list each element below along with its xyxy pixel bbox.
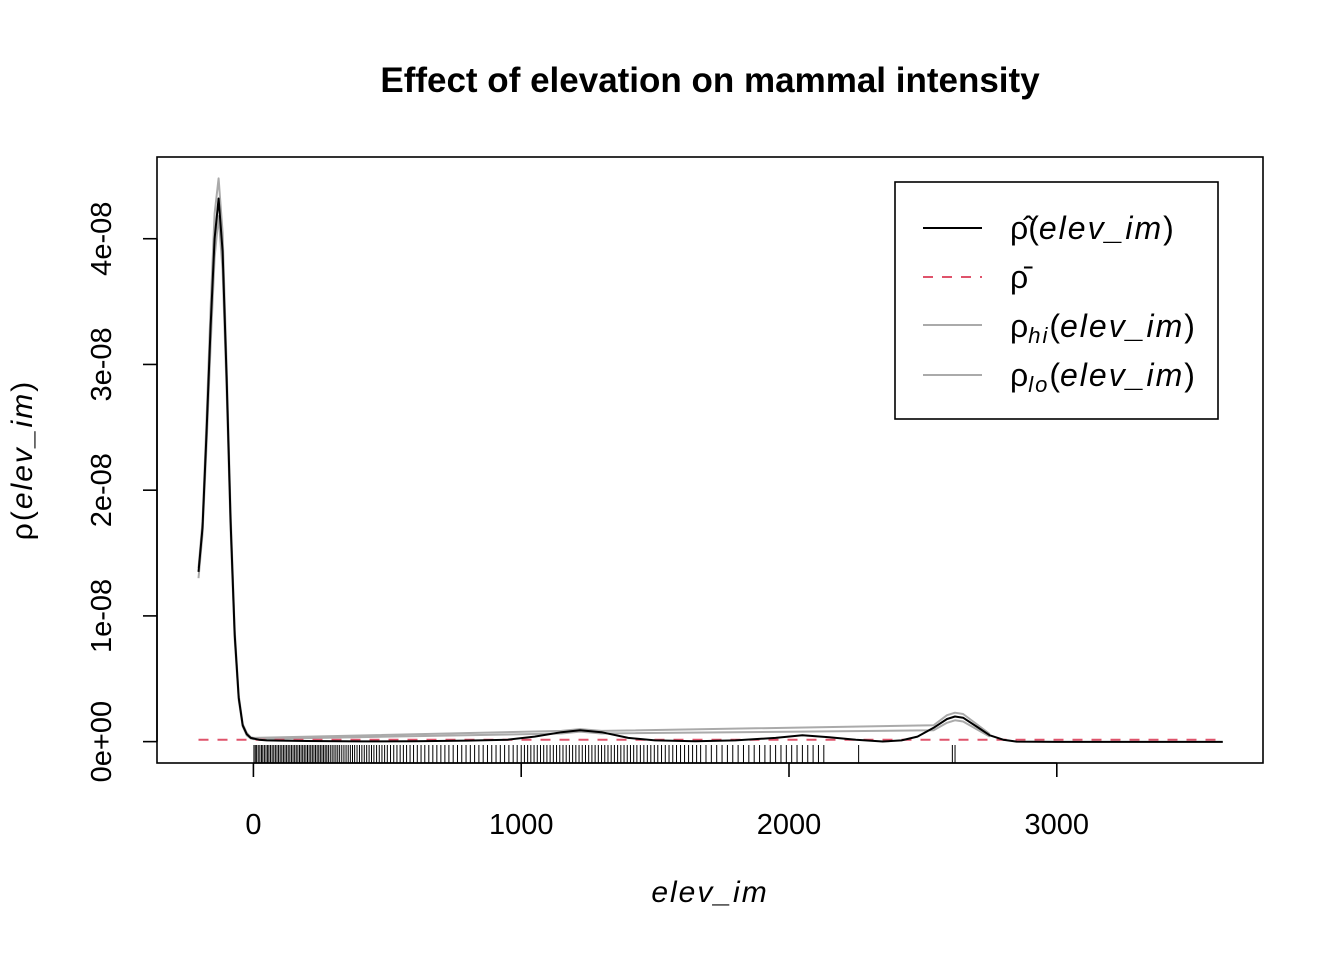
legend-label-rho-hat-arg: elev_im [1039, 210, 1163, 246]
y-tick-label: 2e-08 [86, 453, 118, 527]
legend-label-rho-hi-arg: elev_im [1060, 308, 1184, 344]
x-tick-label: 1000 [489, 809, 554, 841]
x-axis-label: elev_im [651, 876, 768, 909]
series-layer [197, 177, 1223, 743]
y-axis-label-arg: elev_im [6, 392, 39, 509]
chart-title: Effect of elevation on mammal intensity [380, 61, 1040, 100]
y-axis: 0e+00 1e-08 2e-08 3e-08 4e-08 [86, 202, 158, 782]
y-tick-label: 4e-08 [86, 202, 118, 276]
y-axis-label: ρ(elev_im) [6, 380, 39, 540]
y-tick-label: 3e-08 [86, 327, 118, 401]
legend: ρ̂(elev_im) ρ̄ ρhi(elev_im) ρlo(elev_im) [894, 181, 1219, 420]
x-tick-label: 0 [245, 809, 261, 841]
legend-label-rho-lo-arg: elev_im [1060, 357, 1184, 393]
x-tick-label: 2000 [757, 809, 822, 841]
legend-label-rho-bar: ρ̄ [1010, 259, 1033, 295]
y-tick-label: 0e+00 [86, 701, 118, 782]
legend-label-rho-lo-sub: lo [1028, 372, 1049, 397]
legend-box [894, 181, 1219, 420]
x-tick-label: 3000 [1025, 809, 1090, 841]
series-line-rho-hat [197, 197, 1223, 743]
rug-marks [253, 745, 956, 763]
series-line-rho-hi [197, 177, 991, 739]
legend-label-rho-hi: ρhi(elev_im) [1010, 308, 1195, 348]
y-tick-label: 1e-08 [86, 579, 118, 653]
x-axis: 0 1000 2000 3000 [245, 762, 1090, 841]
series-line-rho-lo [197, 215, 991, 741]
legend-label-rho-hat: ρ̂(elev_im) [1010, 210, 1174, 246]
legend-label-rho-hi-sub: hi [1028, 323, 1049, 348]
